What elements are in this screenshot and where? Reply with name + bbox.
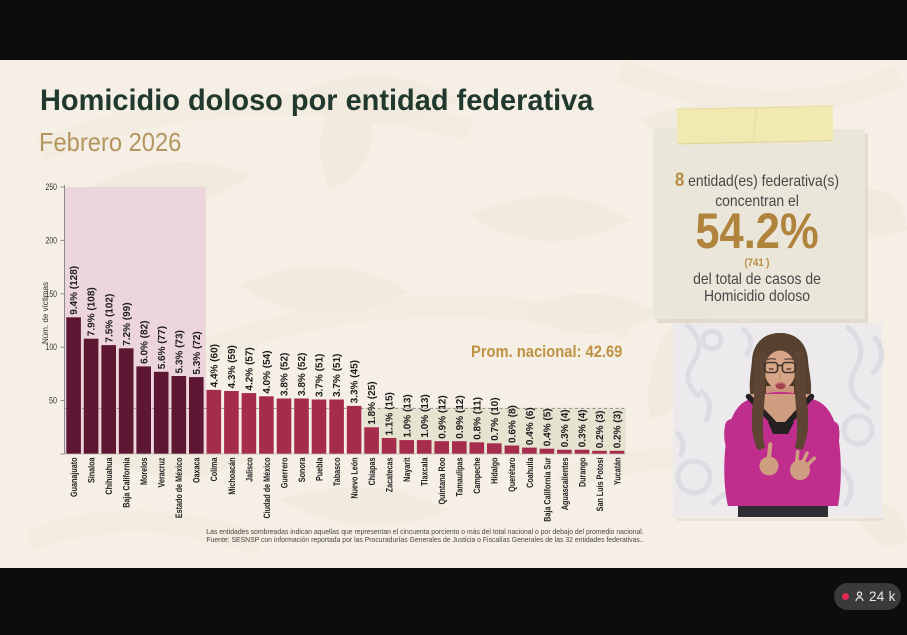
svg-text:Nuevo León: Nuevo León xyxy=(350,457,360,498)
svg-text:5.6% (77): 5.6% (77) xyxy=(157,326,168,369)
svg-text:1.1% (15): 1.1% (15) xyxy=(385,392,396,435)
svg-text:Estado de México: Estado de México xyxy=(174,457,184,518)
svg-text:Querétaro: Querétaro xyxy=(507,457,517,491)
svg-text:250: 250 xyxy=(46,182,58,193)
svg-text:50: 50 xyxy=(49,396,57,407)
svg-text:5.3% (73): 5.3% (73) xyxy=(174,330,185,373)
svg-text:4.4% (60): 4.4% (60) xyxy=(209,344,220,387)
svg-text:Núm. de víctimas: Núm. de víctimas xyxy=(40,281,50,344)
svg-text:4.3% (59): 4.3% (59) xyxy=(227,345,238,388)
svg-text:9.4% (128): 9.4% (128) xyxy=(69,266,80,315)
svg-text:Baja California Sur: Baja California Sur xyxy=(543,457,553,522)
svg-text:Hidalgo: Hidalgo xyxy=(490,457,500,483)
svg-text:Chihuahua: Chihuahua xyxy=(104,457,114,495)
svg-text:1.0% (13): 1.0% (13) xyxy=(402,394,413,437)
svg-text:0.4% (6): 0.4% (6) xyxy=(525,407,536,445)
svg-text:0.4% (5): 0.4% (5) xyxy=(543,408,554,446)
svg-text:Chiapas: Chiapas xyxy=(367,457,377,485)
svg-text:3.8% (52): 3.8% (52) xyxy=(297,353,308,396)
svg-text:Puebla: Puebla xyxy=(315,457,325,481)
svg-text:0.2% (3): 0.2% (3) xyxy=(595,411,606,449)
svg-text:Oaxaca: Oaxaca xyxy=(192,457,202,483)
svg-text:Durango: Durango xyxy=(578,457,588,487)
svg-text:Yucatán: Yucatán xyxy=(613,457,623,485)
svg-text:0.6% (8): 0.6% (8) xyxy=(508,405,519,443)
svg-text:Zacatecas: Zacatecas xyxy=(385,457,395,492)
svg-text:0.7% (10): 0.7% (10) xyxy=(490,397,501,440)
svg-text:Michoacán: Michoacán xyxy=(227,457,237,494)
svg-text:Ciudad de México: Ciudad de México xyxy=(262,457,272,518)
svg-text:Jalisco: Jalisco xyxy=(245,457,255,481)
svg-text:3.7% (51): 3.7% (51) xyxy=(315,354,326,397)
svg-text:Colima: Colima xyxy=(209,457,219,481)
svg-text:Guerrero: Guerrero xyxy=(280,457,290,488)
svg-text:5.3% (72): 5.3% (72) xyxy=(192,331,203,374)
svg-text:0.8% (11): 0.8% (11) xyxy=(472,397,483,440)
svg-text:3.3% (45): 3.3% (45) xyxy=(350,360,361,403)
svg-text:7.2% (99): 7.2% (99) xyxy=(122,302,133,345)
svg-text:Tabasco: Tabasco xyxy=(332,457,342,486)
svg-text:Sonora: Sonora xyxy=(297,457,307,482)
svg-text:3.8% (52): 3.8% (52) xyxy=(280,353,291,396)
svg-text:4.0% (54): 4.0% (54) xyxy=(262,350,273,393)
svg-text:Baja California: Baja California xyxy=(122,457,132,508)
svg-text:7.5% (102): 7.5% (102) xyxy=(104,294,115,343)
svg-text:4.2% (57): 4.2% (57) xyxy=(245,347,256,390)
svg-text:Nayarit: Nayarit xyxy=(402,457,412,482)
svg-text:150: 150 xyxy=(46,289,58,300)
svg-text:Campeche: Campeche xyxy=(472,457,482,494)
svg-text:Quintana Roo: Quintana Roo xyxy=(437,457,447,504)
svg-text:0.2% (3): 0.2% (3) xyxy=(613,411,624,449)
svg-text:0.9% (12): 0.9% (12) xyxy=(455,395,466,438)
svg-text:0.3% (4): 0.3% (4) xyxy=(578,409,589,447)
svg-text:Guanajuato: Guanajuato xyxy=(69,457,79,497)
svg-text:3.7% (51): 3.7% (51) xyxy=(332,354,343,397)
svg-text:0.3% (4): 0.3% (4) xyxy=(560,409,571,447)
svg-text:200: 200 xyxy=(46,235,58,246)
svg-text:Aguascalientes: Aguascalientes xyxy=(560,457,570,510)
svg-text:1.0% (13): 1.0% (13) xyxy=(420,394,431,437)
svg-text:1.8% (25): 1.8% (25) xyxy=(367,381,378,424)
svg-text:7.9% (108): 7.9% (108) xyxy=(87,287,98,336)
svg-text:100: 100 xyxy=(46,342,58,353)
svg-text:Tlaxcala: Tlaxcala xyxy=(420,457,430,486)
svg-text:6.0% (82): 6.0% (82) xyxy=(139,321,150,364)
svg-text:Veracruz: Veracruz xyxy=(157,458,167,488)
svg-text:Morelos: Morelos xyxy=(139,457,149,485)
svg-text:Coahuila: Coahuila xyxy=(525,457,535,488)
svg-text:San Luis Potosí: San Luis Potosí xyxy=(595,457,605,511)
svg-text:Sinaloa: Sinaloa xyxy=(87,457,97,483)
svg-text:0.9% (12): 0.9% (12) xyxy=(437,395,448,438)
svg-text:Tamaulipas: Tamaulipas xyxy=(455,457,465,496)
